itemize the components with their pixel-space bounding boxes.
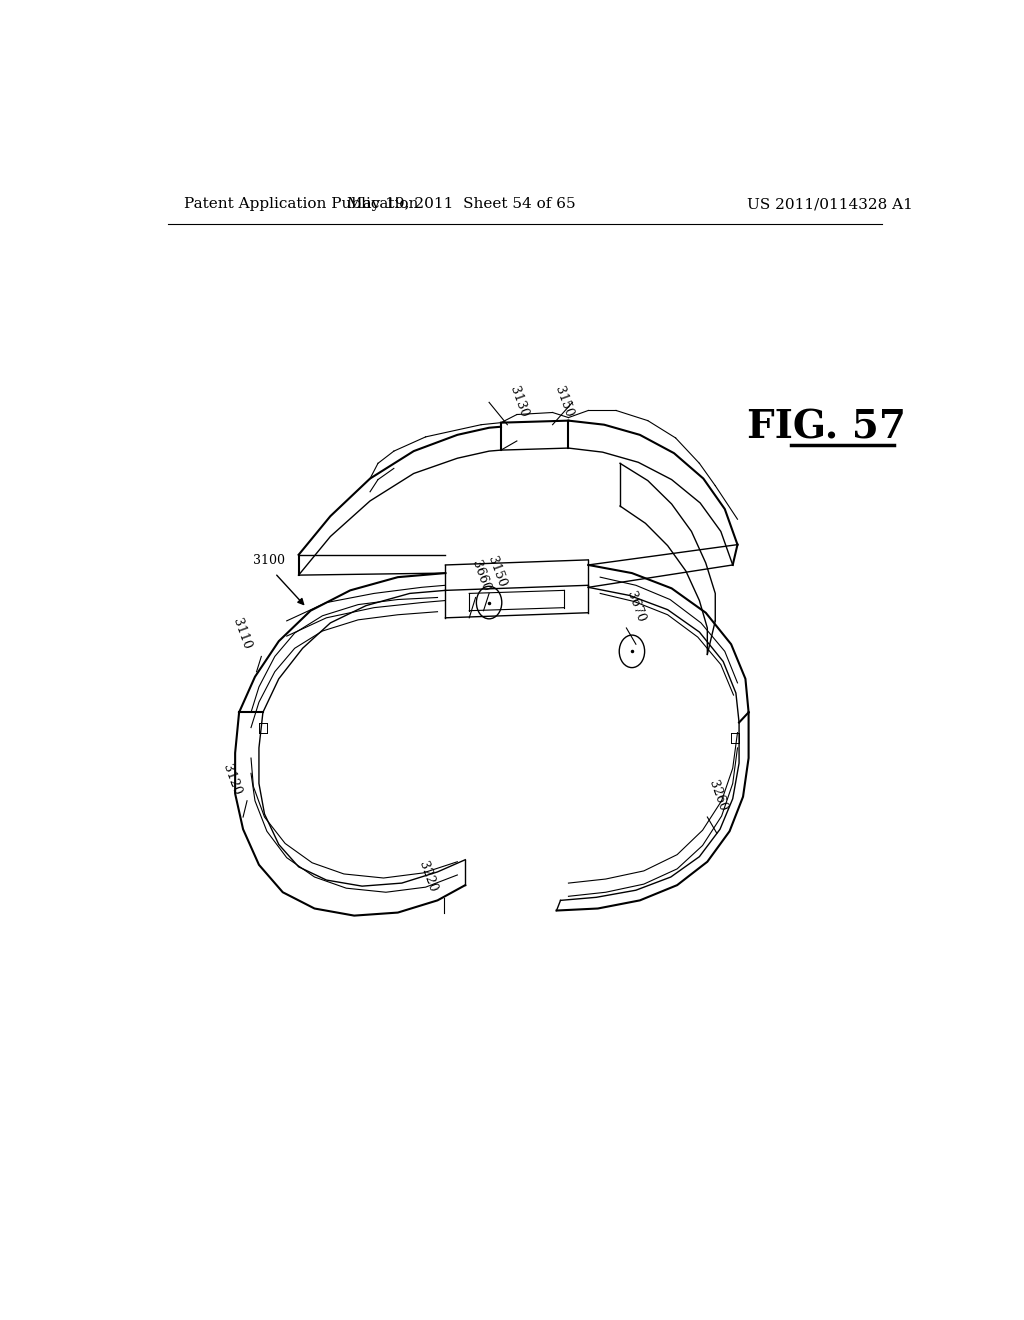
Text: 3110: 3110 xyxy=(230,616,253,651)
Text: Patent Application Publication: Patent Application Publication xyxy=(183,197,418,211)
Text: FIG. 57: FIG. 57 xyxy=(746,409,906,446)
Text: US 2011/0114328 A1: US 2011/0114328 A1 xyxy=(748,197,912,211)
Text: 3150: 3150 xyxy=(485,554,508,589)
Text: 3100: 3100 xyxy=(253,554,286,568)
Text: May 19, 2011  Sheet 54 of 65: May 19, 2011 Sheet 54 of 65 xyxy=(347,197,575,211)
Text: 3660: 3660 xyxy=(469,558,493,594)
Text: 3220: 3220 xyxy=(416,861,439,894)
Text: 3670: 3670 xyxy=(624,590,647,624)
Text: 3130: 3130 xyxy=(507,384,530,418)
Text: 3120: 3120 xyxy=(220,763,243,797)
Text: 3150: 3150 xyxy=(553,384,575,418)
Text: 3260: 3260 xyxy=(706,779,729,813)
